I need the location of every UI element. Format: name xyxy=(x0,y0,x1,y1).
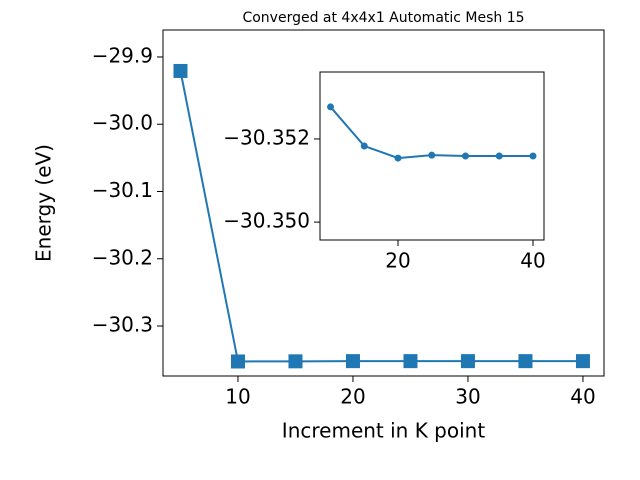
x-tick-label: 40 xyxy=(570,385,595,409)
marker xyxy=(345,354,360,369)
marker xyxy=(495,152,503,160)
marker xyxy=(360,142,368,150)
y-tick-label: −30.2 xyxy=(92,245,153,269)
marker xyxy=(327,103,335,111)
data-line xyxy=(179,70,583,363)
chart-title: Converged at 4x4x1 Automatic Mesh 15 xyxy=(242,10,524,26)
marker xyxy=(575,354,590,369)
x-tick-label: 30 xyxy=(455,385,480,409)
marker xyxy=(518,354,533,369)
marker xyxy=(529,152,537,160)
y-tick-label: −30.1 xyxy=(92,178,153,202)
y-tick-label: −30.352 xyxy=(223,125,310,149)
x-tick-label: 10 xyxy=(225,385,250,409)
x-axis-label: Increment in K point xyxy=(282,419,486,443)
marker xyxy=(394,154,402,162)
marker xyxy=(173,63,188,78)
y-axis-label: Energy (eV) xyxy=(32,144,56,262)
y-tick-label: −30.0 xyxy=(92,111,153,135)
y-tick-label: −29.9 xyxy=(92,43,153,67)
x-tick-label: 40 xyxy=(520,249,545,273)
y-tick-label: −30.3 xyxy=(92,313,153,337)
marker xyxy=(462,152,470,160)
marker xyxy=(428,151,436,159)
marker xyxy=(460,354,475,369)
marker xyxy=(230,354,245,369)
marker xyxy=(288,354,303,369)
marker xyxy=(403,354,418,369)
x-tick-label: 20 xyxy=(340,385,365,409)
x-tick-label: 20 xyxy=(385,249,410,273)
y-tick-label: −30.350 xyxy=(223,209,310,233)
